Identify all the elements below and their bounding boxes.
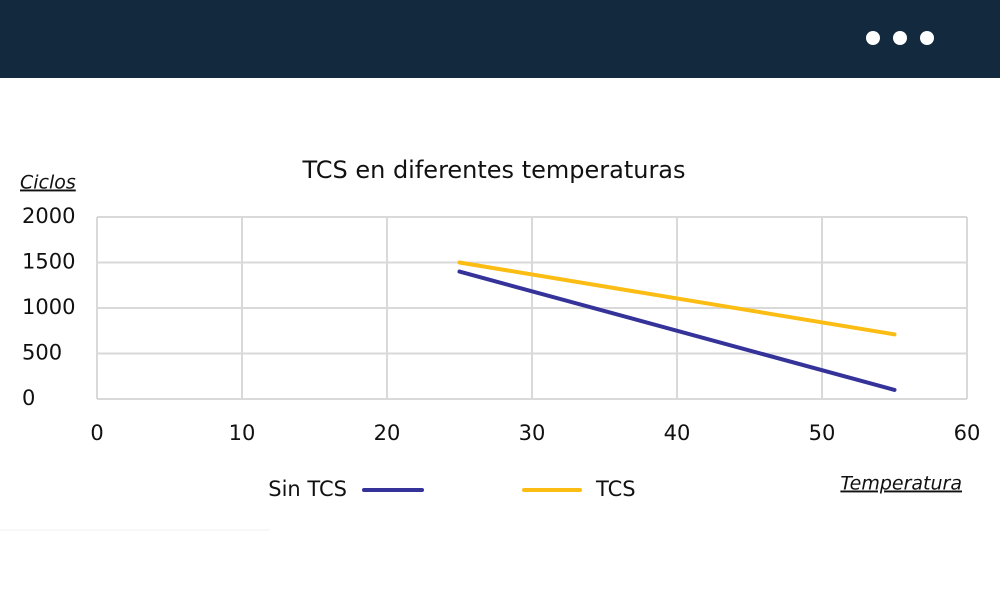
y-tick-label: 0: [22, 386, 35, 410]
series-line: [457, 260, 897, 337]
x-tick-label: 50: [809, 421, 836, 445]
menu-dot[interactable]: [920, 31, 934, 45]
legend-label: TCS: [595, 477, 636, 501]
x-tick-label: 0: [90, 421, 103, 445]
legend-label: Sin TCS: [268, 477, 347, 501]
x-axis-label: Temperatura: [840, 473, 962, 495]
x-tick-label: 20: [374, 421, 401, 445]
x-tick-label: 40: [664, 421, 691, 445]
menu-dot[interactable]: [893, 31, 907, 45]
top-bar: [0, 0, 1000, 78]
y-tick-label: 500: [22, 341, 62, 365]
menu-dot[interactable]: [866, 31, 880, 45]
series-line: [457, 269, 897, 392]
y-axis-label: Ciclos: [20, 172, 76, 194]
x-tick-label: 30: [519, 421, 546, 445]
y-tick-label: 1500: [22, 250, 75, 274]
y-tick-label: 2000: [22, 204, 75, 228]
x-tick-label: 10: [229, 421, 256, 445]
chart-title: TCS en diferentes temperaturas: [301, 156, 685, 184]
y-tick-label: 1000: [22, 295, 75, 319]
x-tick-label: 60: [954, 421, 981, 445]
